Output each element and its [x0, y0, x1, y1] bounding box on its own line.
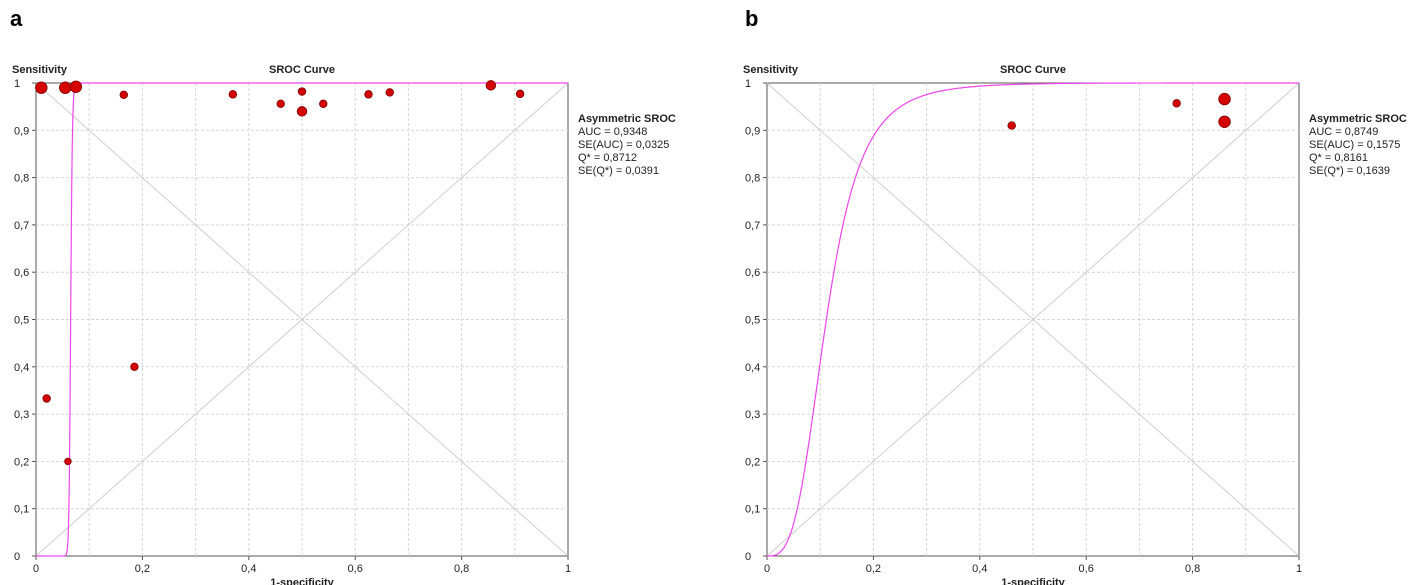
chart-b-ytick-label: 0,8 [745, 173, 760, 185]
chart-a-x-axis-label: 1-specificity [270, 577, 334, 585]
chart-b-diagonal-q [766, 82, 1300, 557]
chart-a-stats-line: Q* = 0,8712 [578, 152, 637, 164]
chart-b-title: SROC Curve [1000, 64, 1066, 76]
chart-a-xtick-label: 1 [565, 563, 571, 575]
chart-a-study-point [296, 106, 308, 117]
chart-b-stats-line: SE(AUC) = 0,1575 [1309, 139, 1400, 151]
chart-a-grid [36, 83, 568, 556]
chart-a-ytick-label: 0,4 [14, 362, 29, 374]
chart-a-study-point [319, 99, 328, 109]
chart-a-stats-line: SE(AUC) = 0,0325 [578, 139, 669, 151]
chart-b-ytick-label: 0,3 [745, 409, 760, 421]
panel-b-label: b [745, 6, 759, 31]
chart-b-xtick-label: 1 [1296, 563, 1302, 575]
chart-b-xtick-label: 0 [764, 563, 770, 575]
chart-a-stats-line: SE(Q*) = 0,0391 [578, 165, 659, 177]
chart-a-study-point [485, 80, 497, 91]
chart-b-ytick-label: 0,4 [745, 362, 760, 374]
chart-a-ytick-label: 0,8 [14, 173, 29, 185]
chart-b-ytick-label: 0,6 [745, 267, 760, 279]
sroc-chart-a: 0 0,1 0,2 0,3 0,4 0,5 0,6 0,7 0,8 0,9 1 0 0,2 0,4 0,6 0… [12, 64, 676, 585]
chart-a-diagonal-q [35, 82, 569, 557]
chart-a-xtick-label: 0,6 [348, 563, 363, 575]
chart-b-study-point [1172, 99, 1181, 108]
chart-b-x-axis-label: 1-specificity [1001, 577, 1065, 585]
chart-a-ytick-label: 0,9 [14, 125, 29, 137]
chart-a-ytick-label: 0,1 [14, 504, 29, 516]
chart-b-xtick-label: 0,8 [1185, 563, 1200, 575]
chart-a-study-point [130, 362, 139, 371]
chart-a-study-point [119, 90, 128, 100]
chart-b-ytick-label: 0,5 [745, 315, 760, 327]
chart-a-ytick-label: 0,2 [14, 456, 29, 468]
chart-a-stats-heading: Asymmetric SROC [578, 113, 676, 125]
chart-a-ytick-label: 0,7 [14, 220, 29, 232]
chart-a-study-point [297, 87, 307, 96]
chart-b-ytick-label: 0,9 [745, 125, 760, 137]
chart-b-stats-line: SE(Q*) = 0,1639 [1309, 165, 1390, 177]
chart-a-xtick-label: 0,4 [241, 563, 256, 575]
chart-b-ytick-label: 0 [745, 551, 751, 563]
chart-b-ytick-label: 0,7 [745, 220, 760, 232]
chart-b-xtick-label: 0,4 [972, 563, 987, 575]
chart-b-y-axis-label: Sensitivity [743, 64, 799, 76]
chart-b-xtick-label: 0,2 [866, 563, 881, 575]
chart-a-y-axis-label: Sensitivity [12, 64, 68, 76]
chart-a-study-point [515, 89, 525, 99]
chart-a-ytick-label: 0 [14, 551, 20, 563]
chart-a-ytick-label: 0,6 [14, 267, 29, 279]
chart-a-study-point [35, 81, 48, 94]
chart-a-xtick-label: 0,8 [454, 563, 469, 575]
chart-a-study-point [64, 457, 72, 466]
chart-b-study-point [1218, 92, 1231, 106]
chart-a-study-point [228, 90, 238, 99]
chart-a-ytick-label: 0,3 [14, 409, 29, 421]
chart-a-ytick-label: 1 [14, 78, 20, 90]
chart-a-stats-line: AUC = 0,9348 [578, 126, 647, 138]
chart-a-xtick-label: 0,2 [135, 563, 150, 575]
chart-b-study-point [1218, 115, 1231, 128]
chart-b-sroc-curve [767, 82, 1299, 557]
chart-a-study-point [364, 90, 373, 99]
chart-a-sroc-curve [36, 82, 568, 557]
chart-b-ytick-label: 0,1 [745, 504, 760, 516]
chart-b-grid [767, 83, 1299, 556]
chart-a-study-point [42, 394, 51, 403]
chart-b-study-point [1007, 121, 1016, 130]
chart-b-ytick-label: 0,2 [745, 456, 760, 468]
chart-b-stats-line: AUC = 0,8749 [1309, 126, 1378, 138]
chart-a-study-point [385, 88, 394, 97]
chart-b-stats-heading: Asymmetric SROC [1309, 113, 1407, 125]
chart-a-xtick-label: 0 [33, 563, 39, 575]
chart-b-stats-line: Q* = 0,8161 [1309, 152, 1368, 164]
panel-a-label: a [10, 6, 23, 31]
chart-a-title: SROC Curve [269, 64, 335, 76]
chart-a-ytick-label: 0,5 [14, 315, 29, 327]
chart-a-study-point [69, 80, 83, 93]
chart-a-study-point [276, 99, 285, 109]
chart-b-ytick-label: 1 [745, 78, 751, 90]
chart-b-xtick-label: 0,6 [1079, 563, 1094, 575]
